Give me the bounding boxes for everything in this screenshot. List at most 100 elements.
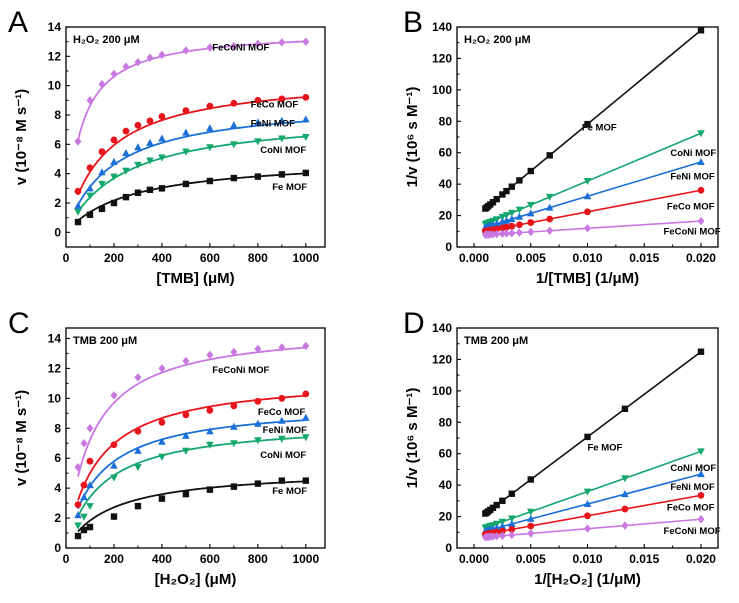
panel-a-series-coni-mof-point [230, 141, 238, 149]
panel-a-series-feni-mof-point [98, 168, 106, 176]
panel-a-series-fe-mof-point [86, 211, 94, 218]
panel-d-xtick-label: 0.005 [516, 552, 546, 566]
panel-d-label-fe-mof: Fe MOF [588, 443, 623, 454]
panel-a-series-feni-mof-point [122, 149, 130, 157]
panel-a-series-coni-mof [74, 133, 310, 216]
panel-c-series-coni-mof-point [182, 447, 190, 455]
panel-b-series-feco-mof-point [527, 219, 535, 226]
panel-c-series-feco-mof-point [206, 406, 214, 414]
panel-c-series-feco-mof-point [134, 427, 142, 435]
panel-b-y-axis-title: 1/v (10⁶ s M⁻¹) [404, 87, 421, 188]
panel-a-series-feconi-mof-point [134, 58, 142, 67]
panel-d-series-feconi-mof-fit-line [485, 518, 702, 538]
panel-c-series-fe-mof-point [302, 477, 310, 484]
panel-b-series-feco-mof-point [516, 221, 523, 229]
panel-b-ytick-label: 140 [432, 20, 452, 34]
panel-c-series-fe-mof-point [254, 480, 262, 487]
panel-a-series-feco-mof-point [182, 107, 190, 114]
panel-b-xtick-label: 0.015 [629, 251, 659, 265]
panel-d-series-feni-mof-point [583, 500, 592, 507]
panel-c-series-feconi-mof-point [110, 391, 118, 400]
panel-a-label-coni-mof: CoNi MOF [260, 145, 306, 156]
panel-a-series-feconi-mof [74, 37, 310, 146]
panel-d-label-feni-mof: FeNi MOF [670, 482, 715, 493]
panel-d-series-feni-mof-point [492, 523, 501, 531]
panel-c-ytick-label: 14 [48, 331, 62, 345]
panel-c-ytick-label: 6 [54, 451, 61, 465]
panel-a-series-coni-mof-point [206, 144, 214, 152]
panel-c-frame [65, 327, 326, 549]
panel-c-series-feco-mof-point [302, 390, 310, 398]
panel-c-series-feconi-mof [74, 341, 310, 477]
panel-c-series-feconi-mof-point [80, 439, 88, 448]
panel-b-series-fe-mof-point [489, 199, 497, 206]
panel-b: B 0.000 0.005 0.010 0.015 0.020 0 20 40 60 80 100 12… [403, 6, 721, 287]
panel-b-label-coni-mof: CoNi MOF [670, 148, 716, 159]
panel-c-series-feni-mof-point [110, 461, 118, 469]
panel-a-series-fe-mof-point [122, 193, 130, 201]
panel-c-series-coni-mof-point [134, 464, 142, 472]
panel-a-xtick-label: 1000 [292, 251, 319, 265]
panel-d-series-fe-mof-fit-line [484, 351, 702, 515]
panel-a-series-feni-mof-point [302, 115, 310, 123]
panel-b-series-coni-mof-point [583, 178, 592, 185]
panel-c-series-feni-mof-point [182, 431, 190, 439]
panel-b-series-coni-mof-point [545, 193, 554, 201]
panel-a-series-fe-mof-point [254, 173, 262, 180]
panel-a-series-feco-mof-point [146, 117, 154, 125]
panel-a-series-feconi-mof-point [158, 50, 166, 60]
panel-a-series-coni-mof-point [158, 154, 166, 162]
panel-d-series-feconi-mof-point [697, 515, 705, 524]
panel-d-series-coni-mof-fit-line [485, 450, 702, 529]
panel-b-x-axis-title: 1/[TMB] (1/μM) [536, 270, 639, 287]
panel-c-series-coni-mof-point [278, 435, 286, 443]
panel-a-series-fe-mof-point [110, 199, 118, 207]
panel-c-series-feni-mof-point [134, 446, 142, 454]
panel-a-series-feni-mof-point [278, 116, 286, 124]
panel-c-series-feco-mof-point [80, 481, 88, 489]
panel-a-ytick-label: 14 [48, 20, 62, 34]
panel-b-series-feconi-mof-point [508, 228, 516, 238]
panel-c-xtick-label: 400 [152, 552, 172, 566]
panel-b-series-feconi-mof-point [493, 229, 501, 239]
panel-a-series-feco-mof-point [278, 95, 286, 103]
panel-a-series-coni-mof-point [254, 138, 262, 146]
panel-a-series-fe-mof-point [206, 177, 214, 185]
panel-b-series-fe-mof-point [516, 177, 523, 184]
panel-d-series-fe-mof [482, 348, 705, 517]
panel-c-series-feconi-mof-fit-curve [77, 346, 306, 477]
panel-d-series-fe-mof-point [697, 348, 705, 355]
panel-a-series-feni-mof-point [206, 124, 214, 132]
panel-c-y-axis-title: v (10⁻⁸ M s⁻¹) [13, 390, 30, 486]
panel-c-label-fe-mof: Fe MOF [272, 486, 307, 497]
panel-b-series-feco-mof-point [697, 186, 705, 194]
panel-c-ytick-label: 10 [48, 391, 62, 405]
panel-c-series-feconi-mof-point [86, 424, 94, 433]
panel-c-series-coni-mof-point [158, 453, 166, 461]
panel-c-series-feconi-mof-point [182, 356, 190, 366]
panel-b-series-feco-mof-point [584, 208, 591, 216]
panel-d-y-axis-title: 1/v (10⁶ s M⁻¹) [404, 388, 421, 489]
panel-c-ytick-label: 12 [48, 361, 62, 375]
panel-a-series-feni-mof-point [110, 157, 118, 165]
panel-d-xtick-label: 0.020 [686, 552, 716, 566]
panel-a-label-feni-mof: FeNi MOF [251, 119, 296, 130]
panel-a-xtick-label: 0 [63, 251, 70, 265]
panel-d-label-feco-mof: FeCo MOF [667, 502, 715, 513]
panel-c-series-coni-mof-point [302, 434, 310, 442]
panel-d-series-feco-mof-point [584, 512, 591, 520]
panel-a-series-feni-mof-point [86, 184, 94, 192]
panel-c-series-coni-mof-point [74, 522, 82, 530]
panel-d-series-feconi-mof-point [508, 530, 516, 540]
panel-a-series-coni-mof-point [98, 180, 106, 188]
panel-a-series-feco-mof-point [134, 121, 142, 129]
panel-a-series-feco-mof [74, 93, 310, 196]
panel-d-series-feconi-mof [481, 515, 705, 542]
panel-c-series-feco-mof-point [182, 411, 190, 419]
panel-a-series-fe-mof-point [146, 186, 154, 193]
panel-d-series-feco-mof-point [508, 526, 516, 533]
panel-c-series-feconi-mof-point [134, 373, 142, 382]
panel-c-x-axis-title: [H₂O₂] (μM) [155, 571, 237, 588]
panel-d-series-fe-mof-point [489, 504, 497, 512]
panel-b-letter: B [403, 6, 423, 39]
